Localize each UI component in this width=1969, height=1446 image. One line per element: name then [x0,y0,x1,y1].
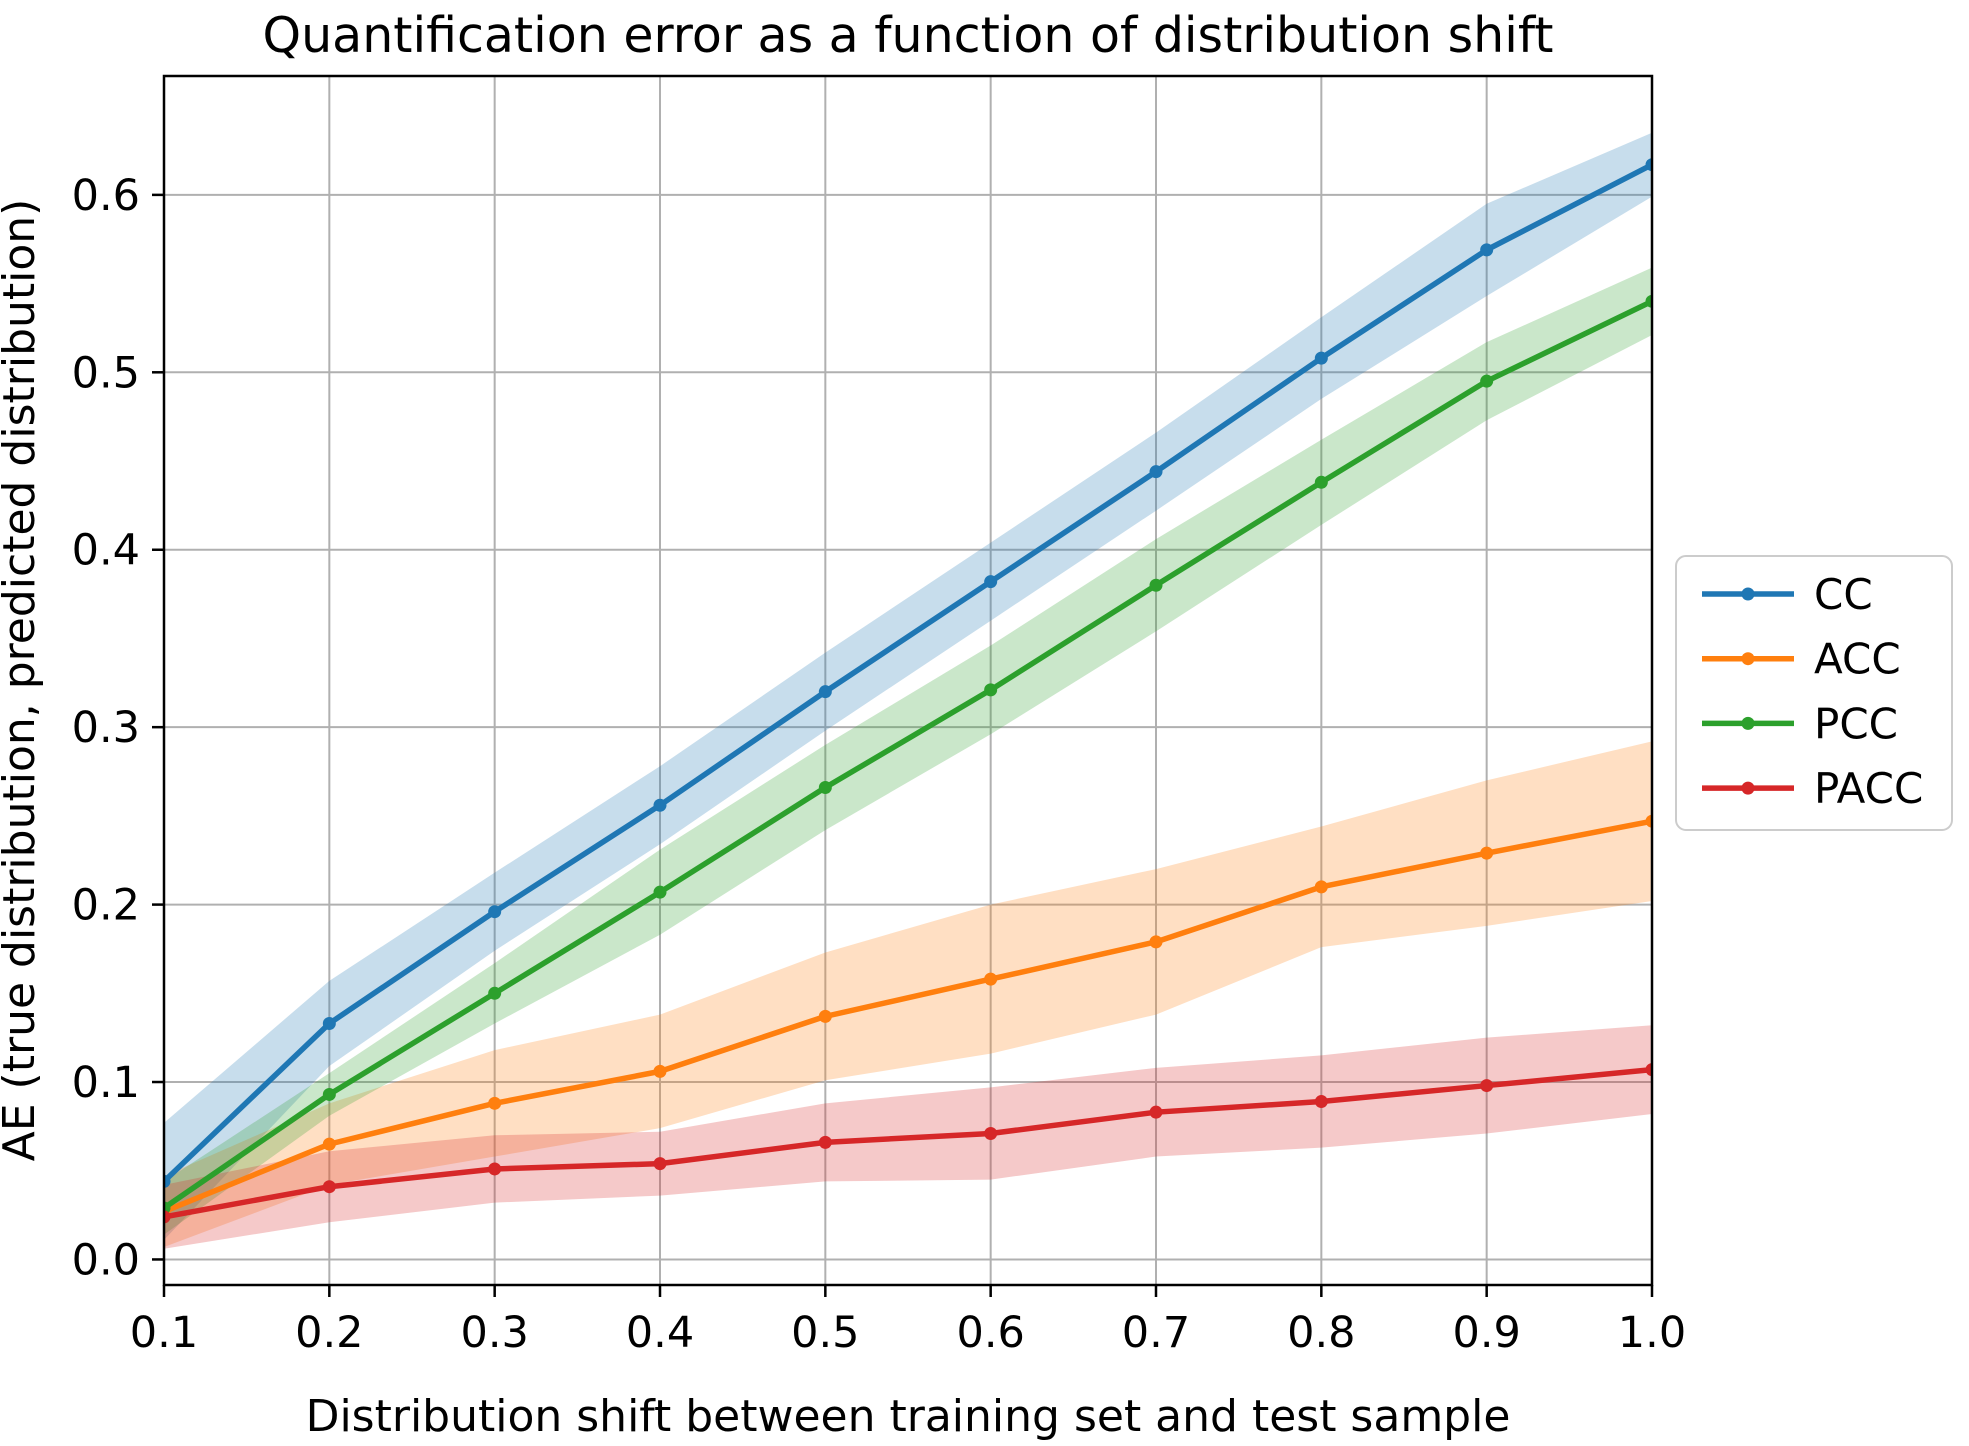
y-tick-label: 0.2 [72,881,140,931]
legend-marker-acc [1741,652,1755,666]
data-point-cc [164,1174,171,1188]
y-axis-label: AE (true distribution, predicted distrib… [0,199,45,1162]
data-point-acc [1314,880,1328,894]
data-point-pacc [653,1157,667,1171]
series-lines [164,158,1652,1224]
axes-frame [162,74,1654,1287]
x-tick-label: 0.5 [791,1308,859,1358]
data-point-pacc [1645,1063,1652,1077]
data-point-pacc [322,1180,336,1194]
data-point-cc [488,905,502,919]
data-point-pcc [818,780,832,794]
x-tick-label: 0.3 [460,1308,528,1358]
y-tick-label: 0.3 [72,703,140,753]
data-point-pcc [1645,294,1652,308]
data-point-pcc [984,683,998,697]
confidence-band-acc [164,741,1652,1248]
y-tick-label: 0.6 [72,171,140,221]
legend-marker-cc [1741,587,1755,601]
legend-label-pcc: PCC [1814,699,1898,748]
data-point-cc [1314,351,1328,365]
chart-title: Quantification error as a function of di… [263,7,1554,64]
gridlines [163,76,1653,1285]
tick-marks [152,193,1654,1297]
data-point-pacc [1314,1095,1328,1109]
y-tick-label: 0.5 [72,348,140,398]
data-point-pcc [322,1087,336,1101]
x-tick-label: 0.2 [295,1308,363,1358]
data-point-acc [1149,935,1163,949]
x-tick-label: 0.7 [1122,1308,1190,1358]
series-line-pcc [164,298,1652,1211]
data-point-acc [818,1009,832,1023]
data-point-pcc [1149,578,1163,592]
data-point-cc [322,1016,336,1030]
data-point-pacc [488,1162,502,1176]
legend-label-acc: ACC [1814,635,1901,684]
legend-marker-pcc [1741,716,1755,730]
legend-label-cc: CC [1814,570,1873,619]
data-point-pcc [1480,374,1494,388]
y-tick-label: 0.1 [72,1058,140,1108]
series-line-acc [164,818,1652,1215]
data-point-cc [653,798,667,812]
legend-box [1675,555,1953,831]
data-point-acc [322,1137,336,1151]
data-point-acc [1645,814,1652,828]
data-point-pacc [984,1126,998,1140]
y-tick-label: 0.4 [72,526,140,576]
x-tick-label: 0.9 [1452,1308,1520,1358]
data-point-cc [1149,465,1163,479]
data-point-pacc [164,1210,171,1224]
data-point-cc [984,575,998,589]
series-line-cc [164,162,1652,1184]
data-point-pacc [1480,1079,1494,1093]
data-point-acc [1480,846,1494,860]
legend-marker-pacc [1741,781,1755,795]
data-point-cc [1645,158,1652,172]
x-tick-label: 0.6 [956,1308,1024,1358]
legend: CC ACC PCC PACC [1675,555,1953,831]
data-point-pacc [1149,1105,1163,1119]
data-point-acc [488,1096,502,1110]
data-point-pcc [488,986,502,1000]
y-tick-labels: 0.0 0.1 0.2 0.3 0.4 0.5 0.6 [72,171,140,1286]
x-tick-label: 0.1 [130,1308,198,1358]
plot-border [162,74,1654,1287]
x-axis-label: Distribution shift between training set … [306,1391,1511,1442]
data-point-pcc [653,885,667,899]
data-point-cc [818,685,832,699]
data-point-acc [984,972,998,986]
data-point-pcc [1314,475,1328,489]
x-tick-labels: 0.1 0.2 0.3 0.4 0.5 0.6 0.7 0.8 0.9 1.0 [130,1308,1686,1358]
x-tick-label: 1.0 [1618,1308,1686,1358]
data-point-pacc [818,1135,832,1149]
confidence-band-cc [164,132,1652,1240]
data-point-cc [1480,243,1494,257]
x-tick-label: 0.4 [626,1308,694,1358]
series-line-pacc [164,1066,1652,1220]
y-tick-label: 0.0 [72,1235,140,1285]
x-tick-label: 0.8 [1287,1308,1355,1358]
legend-label-pacc: PACC [1814,764,1923,813]
data-point-acc [653,1064,667,1078]
